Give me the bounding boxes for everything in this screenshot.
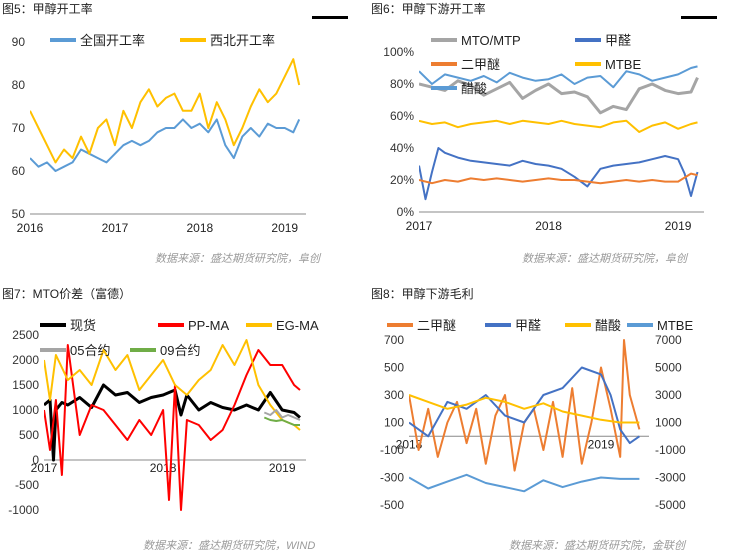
x-tick-label: 2018 [535, 219, 562, 233]
y-tick-label: 100% [383, 45, 414, 59]
y2-tick-label: 1000 [655, 416, 682, 430]
chart-title: 图6：甲醇下游开工率 [371, 2, 486, 16]
x-tick-label: 2018 [150, 461, 177, 475]
y-tick-label: 80% [390, 77, 414, 91]
legend-label: 醋酸 [461, 81, 487, 96]
legend-label: 西北开工率 [210, 33, 275, 48]
series-line-1 [30, 118, 301, 172]
legend-label: 现货 [70, 318, 96, 333]
chart-svg: 50 60 70 80 90 2016 2017 2018 2019 全国开工率 西北开工率 [12, 33, 306, 235]
series-line-3 [409, 394, 640, 424]
series-line-4 [419, 119, 698, 133]
x-tick-label: 2016 [17, 221, 44, 235]
y-tick-label: 500 [19, 428, 39, 442]
x-tick-label: 2017 [406, 219, 433, 233]
series-line-1 [419, 76, 699, 115]
y-tick-label: 80 [12, 78, 26, 92]
y-tick-label: -300 [380, 471, 404, 485]
series-line-4 [409, 473, 640, 493]
y-tick-label: 300 [384, 388, 404, 402]
y2-tick-label: -3000 [655, 471, 686, 485]
source-note: 数据来源：盛达期货研究院，WIND [143, 540, 316, 552]
x-tick-label: 2019 [271, 221, 298, 235]
x-tick-label: 2019 [269, 461, 296, 475]
y-tick-label: -100 [380, 443, 404, 457]
y-tick-label: 1000 [12, 403, 39, 417]
legend-label: 二甲醚 [417, 318, 456, 333]
y-tick-label: -500 [380, 498, 404, 512]
y2-tick-label: -5000 [655, 498, 686, 512]
y-tick-label: 50 [12, 207, 26, 221]
chart-svg: -500 -300 -100 100 300 500 700 -5000 -3000 -1000 1… [380, 318, 693, 512]
legend-label: 全国开工率 [80, 33, 145, 48]
y-tick-label: 60 [12, 164, 26, 178]
series-line-5 [263, 416, 300, 426]
chart-title: 图5：甲醇开工率 [2, 2, 93, 16]
y-tick-label: 500 [384, 361, 404, 375]
y-tick-label: 2000 [12, 353, 39, 367]
legend-label: MTBE [657, 318, 693, 333]
chart-panel-3: 图7：MTO价差（富德） -1000 -500 0 500 1000 1500 2000 25… [0, 277, 369, 553]
chart-title: 图8：甲醇下游毛利 [371, 287, 474, 301]
series-line-3 [44, 339, 301, 431]
series-line-5 [419, 65, 698, 89]
legend-label: 甲醛 [515, 318, 541, 333]
y-tick-label: 20% [390, 173, 414, 187]
y-tick-label: 40% [390, 141, 414, 155]
series-line-3 [419, 172, 698, 185]
legend-label: 二甲醚 [461, 57, 500, 72]
legend-label: 05合约 [70, 343, 110, 358]
y-tick-label: 1500 [12, 378, 39, 392]
chart-panel-4: 图8：甲醇下游毛利 -500 -300 -100 100 300 500 700 -5000-… [369, 277, 738, 553]
legend-label: PP-MA [188, 318, 230, 333]
chart-panel-2: 图6：甲醇下游开工率 0% 20% 40% 60% 80% 100% 2017 2018 201… [369, 0, 738, 276]
y-tick-label: 70 [12, 121, 26, 135]
y-tick-label: -500 [15, 478, 39, 492]
y-tick-label: 0% [397, 205, 415, 219]
y-tick-label: 90 [12, 35, 26, 49]
x-tick-label: 2019 [665, 219, 692, 233]
legend-label: EG-MA [276, 318, 319, 333]
series-line-2 [44, 344, 301, 511]
y-tick-label: 700 [384, 333, 404, 347]
legend-label: 醋酸 [595, 318, 621, 333]
legend-label: 09合约 [160, 343, 200, 358]
y2-tick-label: -1000 [655, 443, 686, 457]
legend-label: 甲醛 [605, 33, 631, 48]
series-line-2 [30, 58, 301, 164]
title-bar [312, 16, 348, 19]
source-note: 数据来源：盛达期货研究院，阜创 [522, 253, 687, 265]
series-line-2 [419, 147, 699, 201]
source-note: 数据来源：盛达期货研究院，金联创 [509, 540, 685, 552]
legend-label: MTBE [605, 57, 641, 72]
series-line-2 [409, 366, 640, 445]
x-tick-label: 2018 [186, 221, 213, 235]
y2-tick-label: 5000 [655, 361, 682, 375]
chart-title: 图7：MTO价差（富德） [2, 287, 132, 301]
y2-tick-label: 7000 [655, 333, 682, 347]
y-tick-label: 100 [384, 416, 404, 430]
source-note: 数据来源：盛达期货研究院，阜创 [155, 253, 320, 265]
x-tick-label: 2019 [588, 437, 615, 451]
y-tick-label: 60% [390, 109, 414, 123]
series-line-4 [263, 409, 301, 421]
series-line-1 [44, 383, 301, 462]
x-tick-label: 2018 [396, 437, 423, 451]
y-tick-label: 0 [32, 453, 39, 467]
chart-svg: 0% 20% 40% 60% 80% 100% 2017 2018 2019 MTO/MTP 甲醛二… [383, 33, 704, 233]
y-tick-label: 2500 [12, 328, 39, 342]
x-tick-label: 2017 [31, 461, 58, 475]
y-tick-label: -1000 [8, 503, 39, 517]
y2-tick-label: 3000 [655, 388, 682, 402]
chart-svg: -1000 -500 0 500 1000 1500 2000 2500 2017 2018 201… [8, 318, 319, 517]
chart-panel-1: 图5：甲醇开工率 50 60 70 80 90 2016 2017 2018 2019 全国开工率… [0, 0, 369, 276]
title-bar [681, 16, 717, 19]
x-tick-label: 2017 [102, 221, 129, 235]
legend-label: MTO/MTP [461, 33, 521, 48]
